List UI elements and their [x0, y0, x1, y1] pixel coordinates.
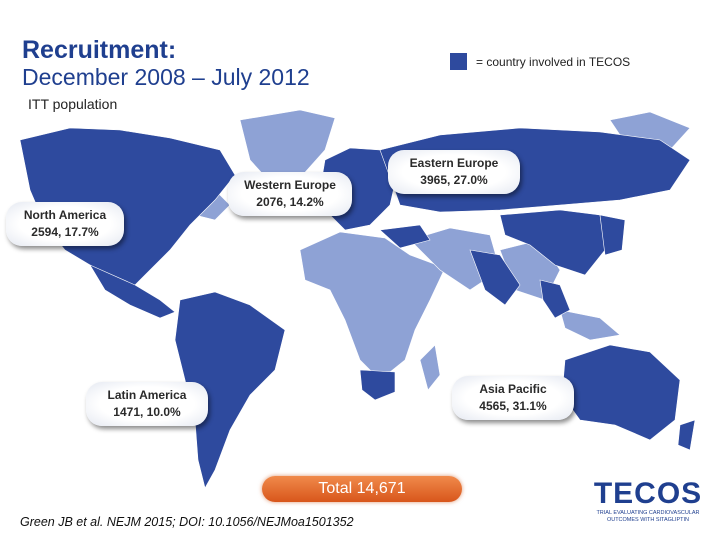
region-label: Western Europe 2076, 14.2% — [228, 172, 352, 216]
logo-word: TECOS — [593, 477, 703, 510]
region-detail: 1471, 10.0% — [113, 405, 181, 419]
region-detail: 4565, 31.1% — [479, 399, 547, 413]
region-label: North America 2594, 17.7% — [6, 202, 124, 246]
region-detail: 3965, 27.0% — [420, 173, 488, 187]
logo-tagline: TRIAL EVALUATING CARDIOVASCULAR OUTCOMES… — [596, 510, 700, 523]
region-label: Eastern Europe 3965, 27.0% — [388, 150, 520, 194]
region-name: Asia Pacific — [479, 382, 547, 396]
legend-swatch — [450, 53, 467, 70]
region-name: North America — [23, 208, 107, 222]
region-detail: 2594, 17.7% — [31, 225, 99, 239]
region-detail: 2076, 14.2% — [256, 195, 324, 209]
citation: Green JB et al. NEJM 2015; DOI: 10.1056/… — [20, 515, 354, 529]
region-label: Latin America 1471, 10.0% — [86, 382, 208, 426]
subtitle: December 2008 – July 2012 — [22, 64, 310, 90]
region-label: Asia Pacific 4565, 31.1% — [452, 376, 574, 420]
population-label: ITT population — [28, 96, 118, 112]
legend-text: = country involved in TECOS — [476, 55, 631, 69]
logo: TECOS TRIAL EVALUATING CARDIOVASCULAR OU… — [592, 478, 704, 524]
title: Recruitment: — [22, 36, 177, 64]
total: Total 14,671 — [262, 476, 462, 502]
region-name: Latin America — [107, 388, 187, 402]
region-name: Western Europe — [244, 178, 336, 192]
region-name: Eastern Europe — [409, 156, 499, 170]
